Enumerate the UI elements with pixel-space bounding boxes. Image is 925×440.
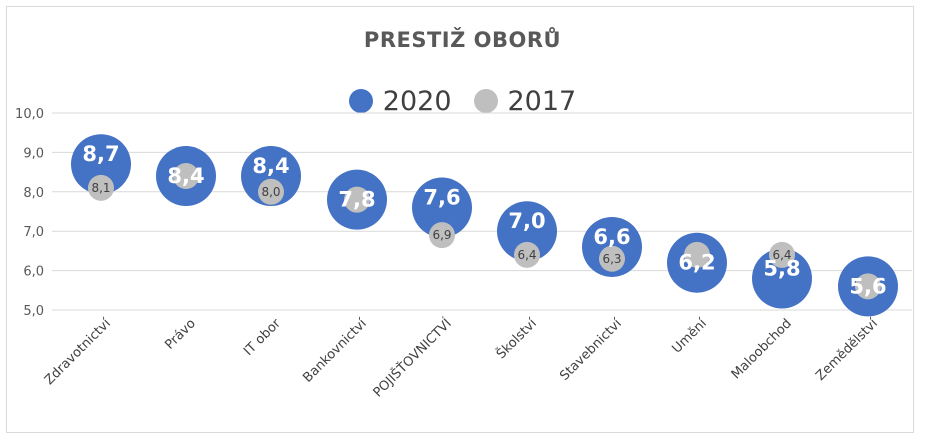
legend-label-2017: 2017 <box>507 85 577 117</box>
data-label-2020: 7,8 <box>338 188 375 212</box>
legend-marker-2017 <box>473 89 498 113</box>
y-tick-label: 5,0 <box>23 304 44 319</box>
x-category-label: Maloobchod <box>729 316 795 382</box>
x-category-label: Stavebnictví <box>557 316 625 384</box>
y-tick-label: 9,0 <box>23 146 44 161</box>
x-category-label: Zemědělství <box>813 316 881 384</box>
y-tick-label: 8,0 <box>23 186 44 201</box>
x-category-label: Právo <box>162 316 198 352</box>
legend-item-2017: 2017 <box>473 85 577 117</box>
bubble-2020 <box>412 177 472 238</box>
bubble-2017 <box>258 178 284 205</box>
data-label-2017: 6,9 <box>432 228 451 242</box>
data-label-2017: 8,0 <box>261 185 280 199</box>
data-label-2017: 6,4 <box>772 248 791 262</box>
legend-item-2020: 2020 <box>348 85 452 117</box>
data-label-2020: 7,6 <box>423 186 460 210</box>
legend-marker-2020 <box>348 89 373 113</box>
x-category-label: POJIŠŤOVNICTVÍ <box>370 315 455 400</box>
y-tick-label: 6,0 <box>23 265 44 280</box>
x-category-label: Školství <box>493 315 540 362</box>
data-label-2017: 8,1 <box>91 181 110 195</box>
data-label-2020: 7,0 <box>508 209 545 233</box>
data-label-2020: 6,2 <box>678 251 715 275</box>
bubble-2017 <box>855 273 881 300</box>
x-category-label: Zdravotnictví <box>42 316 114 388</box>
x-category-label: Umění <box>670 316 711 357</box>
bubble-2020 <box>752 248 812 309</box>
data-label-2020: 8,4 <box>252 154 289 178</box>
legend: 2020 2017 <box>0 84 925 118</box>
bubble-2020 <box>71 134 131 195</box>
data-label-2020: 8,4 <box>167 164 204 188</box>
data-label-2020: 5,6 <box>849 274 886 298</box>
bubble-2020 <box>497 201 557 262</box>
bubble-2017 <box>429 222 455 249</box>
x-category-label: IT obor <box>241 316 284 359</box>
y-tick-label: 10,0 <box>15 107 44 122</box>
legend-label-2020: 2020 <box>382 85 452 117</box>
bubble-2017 <box>514 241 540 268</box>
data-label-2020: 5,8 <box>763 256 800 280</box>
y-tick-label: 7,0 <box>23 225 44 240</box>
bubble-2020 <box>241 146 301 207</box>
chart-title: PRESTIŽ OBORŮ <box>363 28 562 52</box>
bubble-2017 <box>599 245 625 272</box>
data-label-2020: 8,7 <box>82 142 119 166</box>
data-label-2020: 6,6 <box>593 225 630 249</box>
bubble-2017 <box>173 163 199 190</box>
bubble-2017 <box>684 241 710 268</box>
bubble-2017 <box>88 174 114 201</box>
bubble-2017 <box>769 241 795 268</box>
data-label-2017: 6,3 <box>602 252 621 266</box>
bubble-2017 <box>344 186 370 213</box>
x-category-label: Bankovnictví <box>300 316 370 386</box>
data-label-2017: 6,4 <box>517 248 536 262</box>
